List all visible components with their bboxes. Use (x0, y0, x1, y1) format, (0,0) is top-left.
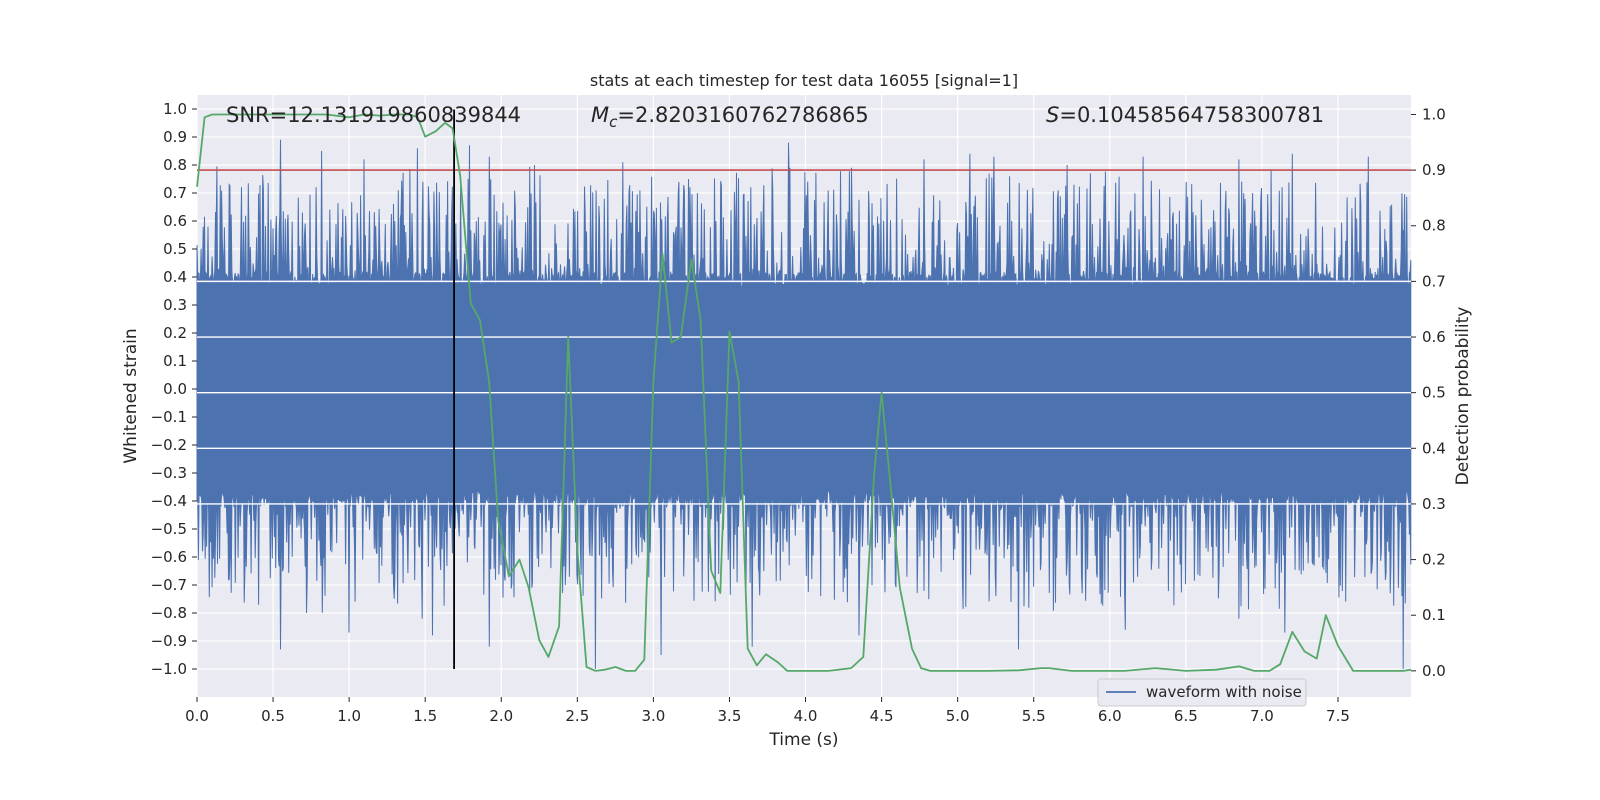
x-tick-label: 6.5 (1174, 707, 1198, 725)
x-tick-label: 5.0 (946, 707, 970, 725)
right-y-tick-label: 0.7 (1422, 272, 1446, 290)
right-y-tick-label: 0.0 (1422, 662, 1446, 680)
x-tick-label: 3.0 (641, 707, 665, 725)
left-y-tick-label: −0.4 (151, 492, 187, 510)
right-y-tick-label: 0.8 (1422, 217, 1446, 235)
chart-title: stats at each timestep for test data 160… (590, 71, 1018, 90)
left-y-tick-label: 0.9 (163, 128, 187, 146)
waveform-noise-band (196, 139, 1412, 670)
left-y-axis-label: Whitened strain (121, 328, 141, 463)
s-annotation: S=0.10458564758300781 (1046, 103, 1324, 127)
left-y-tick-label: 0.2 (163, 324, 187, 342)
left-y-tick-label: 0.0 (163, 380, 187, 398)
left-y-tick-label: −0.2 (151, 436, 187, 454)
x-tick-label: 3.5 (718, 707, 742, 725)
x-tick-label: 0.0 (185, 707, 209, 725)
x-axis-label: Time (s) (768, 730, 838, 750)
right-y-tick-label: 0.2 (1422, 551, 1446, 569)
legend-entry-waveform: waveform with noise (1146, 683, 1302, 701)
left-y-tick-label: 0.6 (163, 212, 187, 230)
right-y-axis-ticks: 1.0 0.9 0.8 0.7 0.6 0.5 0.4 0.3 0.2 0.1 0.0 (1411, 105, 1446, 680)
left-y-tick-label: −0.3 (151, 464, 187, 482)
detection-probability-line (196, 113, 1412, 672)
legend: waveform with noise (1097, 678, 1307, 707)
left-y-tick-label: 1.0 (163, 100, 187, 118)
chirp-mass-symbol: M (591, 103, 609, 127)
chirp-mass-value: =2.8203160762786865 (617, 103, 868, 127)
x-tick-label: 1.5 (413, 707, 437, 725)
x-tick-label: 6.0 (1098, 707, 1122, 725)
chirp-mass-subscript: c (609, 113, 618, 131)
s-value: =0.10458564758300781 (1059, 103, 1324, 127)
right-y-tick-label: 0.5 (1422, 384, 1446, 402)
left-y-tick-label: 0.5 (163, 240, 187, 258)
right-y-tick-label: 0.1 (1422, 606, 1446, 624)
left-y-tick-label: −0.7 (151, 576, 187, 594)
right-y-tick-label: 0.4 (1422, 439, 1446, 457)
x-tick-label: 4.0 (794, 707, 818, 725)
left-y-tick-label: −0.5 (151, 520, 187, 538)
snr-annotation: SNR=12.131919860839844 (226, 103, 521, 127)
left-y-tick-label: 0.8 (163, 156, 187, 174)
chirp-mass-annotation: Mc=2.8203160762786865 (591, 103, 869, 131)
right-y-axis-label: Detection probability (1453, 307, 1473, 486)
left-y-tick-label: 0.1 (163, 352, 187, 370)
x-tick-label: 7.5 (1326, 707, 1350, 725)
left-y-tick-label: −0.9 (151, 632, 187, 650)
left-y-tick-label: −0.6 (151, 548, 187, 566)
x-tick-label: 0.5 (261, 707, 285, 725)
right-y-tick-label: 0.3 (1422, 495, 1446, 513)
right-y-tick-label: 0.9 (1422, 161, 1446, 179)
left-y-tick-label: 0.7 (163, 184, 187, 202)
left-y-tick-label: −1.0 (151, 660, 187, 678)
x-axis-ticks: 0.0 0.5 1.0 1.5 2.0 2.5 3.0 3.5 4.0 4.5 5.0 5.5 6.0 6… (185, 697, 1350, 725)
left-y-tick-label: −0.1 (151, 408, 187, 426)
x-tick-label: 5.5 (1022, 707, 1046, 725)
left-y-tick-label: −0.8 (151, 604, 187, 622)
waveform-gridlines (197, 280, 1411, 505)
s-symbol: S (1046, 103, 1059, 127)
left-y-tick-label: 0.4 (163, 268, 187, 286)
x-tick-label: 7.0 (1250, 707, 1274, 725)
x-tick-label: 1.0 (337, 707, 361, 725)
x-tick-label: 4.5 (870, 707, 894, 725)
legend-box (1097, 678, 1307, 707)
left-y-tick-label: 0.3 (163, 296, 187, 314)
left-y-axis-ticks: 1.0 0.9 0.8 0.7 0.6 0.5 0.4 0.3 0.2 0.1 0.0 −0.1 −0.… (151, 100, 197, 678)
waveform-series (196, 139, 1412, 670)
x-tick-label: 2.0 (489, 707, 513, 725)
right-y-tick-label: 0.6 (1422, 328, 1446, 346)
right-y-tick-label: 1.0 (1422, 105, 1446, 123)
x-tick-label: 2.5 (565, 707, 589, 725)
